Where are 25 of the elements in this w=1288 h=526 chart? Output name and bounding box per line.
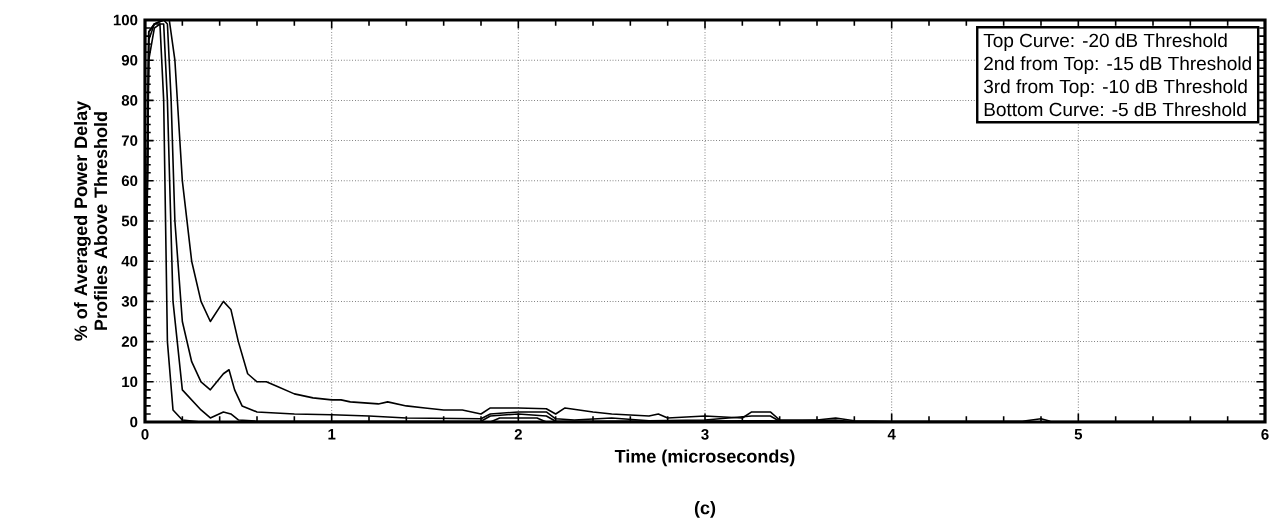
x-tick-label: 2 bbox=[514, 429, 522, 440]
x-tick-label: 1 bbox=[328, 429, 336, 440]
x-tick-label: 4 bbox=[887, 429, 896, 440]
x-tick-label: 5 bbox=[1074, 429, 1083, 440]
y-tick-label: 80 bbox=[121, 95, 138, 106]
x-tick-label: 0 bbox=[141, 429, 149, 440]
y-tick-label: 20 bbox=[121, 336, 138, 347]
annotation: 3rd from Top: -10 dB Threshold bbox=[983, 79, 1247, 97]
y-tick-label: 30 bbox=[121, 296, 138, 307]
annotation: 2nd from Top: -15 dB Threshold bbox=[984, 56, 1251, 74]
y-tick-label: 90 bbox=[121, 54, 138, 66]
annotation: Top Curve: -20 dB Threshold bbox=[983, 33, 1227, 51]
y-axis-title: % of Averaged Power Delay Profiles Above Threshold bbox=[73, 100, 108, 341]
x-tick-label: 3 bbox=[701, 429, 709, 440]
y-tick-label: 50 bbox=[121, 215, 138, 227]
x-axis-title: Time (microseconds) bbox=[614, 449, 795, 467]
annotation: Bottom Curve: -5 dB Threshold bbox=[984, 102, 1246, 117]
y-tick-label: 40 bbox=[121, 255, 138, 267]
y-tick-label: 70 bbox=[121, 135, 138, 146]
x-tick-label: 6 bbox=[1261, 429, 1269, 440]
y-tick-label: 100 bbox=[113, 14, 138, 26]
y-tick-label: 10 bbox=[122, 376, 138, 388]
y-tick-label: 0 bbox=[130, 416, 138, 428]
text: (c) bbox=[694, 501, 716, 518]
y-tick-label: 60 bbox=[121, 175, 138, 187]
